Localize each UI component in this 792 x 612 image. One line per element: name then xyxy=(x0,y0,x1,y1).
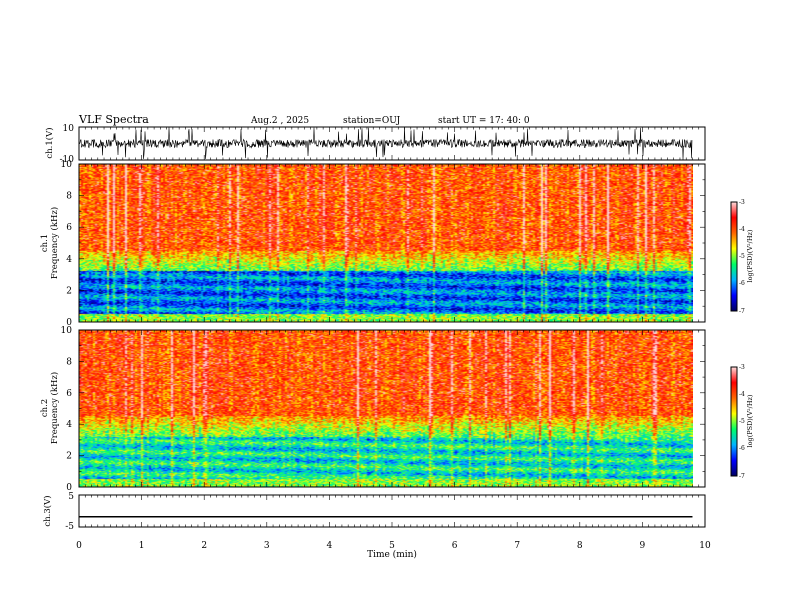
ch1-waveform-panel: 10 -10 ch.1(V) xyxy=(44,124,706,165)
ch1-spectrogram-ticks xyxy=(78,163,706,323)
ch2-colorbar-tick-m3: -3 xyxy=(739,364,745,371)
ch2-colorbar-label: log(PSD)(V²/Hz) xyxy=(746,394,754,447)
figure-title: VLF Spectra xyxy=(78,113,149,126)
ch2-colorbar: -3 -4 -5 -6 -7 log(PSD)(V²/Hz) xyxy=(730,364,754,480)
ch3-waveform-ticks xyxy=(78,495,706,527)
ch1-colorbar-tick-m7: -7 xyxy=(739,308,745,315)
time-tick-label: 4 xyxy=(327,541,333,551)
ch2-spectrogram-channel-label: ch.2 xyxy=(40,399,50,417)
frequency-tick-label: 6 xyxy=(66,389,72,399)
ch1-spectrogram-panel: 0 2 4 6 8 10 ch.1 Frequency (kHz) xyxy=(40,160,706,328)
time-tick-label: 10 xyxy=(699,541,711,551)
ch3-ytick-top: 5 xyxy=(68,492,74,502)
frequency-tick-label: 8 xyxy=(66,192,72,202)
ch3-waveform-background xyxy=(79,495,705,527)
date-label: Aug.2 , 2025 xyxy=(250,116,309,126)
ch1-waveform-ticks xyxy=(78,127,706,160)
ch2-frequency-axis-label: Frequency (kHz) xyxy=(49,372,60,444)
time-tick-label: 8 xyxy=(577,541,583,551)
ch2-frequency-ticklabels: 0 2 4 6 8 10 xyxy=(61,326,73,493)
time-tick-label: 1 xyxy=(139,541,145,551)
ch1-ytick-bottom: -10 xyxy=(60,155,75,165)
ch2-spectrogram-ticks xyxy=(78,329,706,488)
ch2-colorbar-tick-m7: -7 xyxy=(739,473,745,480)
ch1-spectrogram-image xyxy=(79,164,693,322)
time-axis-label: Time (min) xyxy=(367,549,417,560)
ch1-colorbar-tick-m6: -6 xyxy=(739,280,745,287)
ch2-spectrogram-canvas xyxy=(79,330,693,487)
ch2-colorbar-frame xyxy=(730,366,738,477)
ch1-frequency-axis-label: Frequency (kHz) xyxy=(49,207,60,279)
ch1-colorbar-tick-m5: -5 xyxy=(739,253,745,260)
frequency-tick-label: 10 xyxy=(61,326,73,336)
time-tick-label: 9 xyxy=(640,541,646,551)
ch1-waveform-ylabel: ch.1(V) xyxy=(44,127,55,158)
ch1-colorbar-tick-m3: -3 xyxy=(739,199,745,206)
ch1-ytick-top: 10 xyxy=(63,124,75,134)
frequency-tick-label: 4 xyxy=(66,255,72,265)
ch2-spectrogram-image xyxy=(79,330,693,487)
frequency-tick-label: 4 xyxy=(66,420,72,430)
ch1-waveform-trace xyxy=(78,127,693,160)
ch1-colorbar-frame xyxy=(730,201,738,312)
station-label: station=OUJ xyxy=(343,116,401,126)
time-tick-label: 7 xyxy=(514,541,520,551)
frequency-tick-label: 8 xyxy=(66,357,72,367)
time-tick-label: 0 xyxy=(76,541,82,551)
frequency-tick-label: 0 xyxy=(66,318,72,328)
frequency-tick-label: 2 xyxy=(66,286,72,296)
ch3-waveform-panel: 5 -5 ch.3(V) xyxy=(42,492,706,532)
ch1-colorbar-label: log(PSD)(V²/Hz) xyxy=(746,229,754,282)
ch3-waveform-ylabel: ch.3(V) xyxy=(42,495,53,526)
ch3-ytick-bottom: -5 xyxy=(65,522,74,532)
ch1-colorbar-tick-m4: -4 xyxy=(739,226,745,233)
ch2-spectrogram-panel: 0 2 4 6 8 10 ch.2 Frequency (kHz) xyxy=(40,326,706,493)
ch1-colorbar: -3 -4 -5 -6 -7 log(PSD)(V²/Hz) xyxy=(730,199,754,315)
frequency-tick-label: 10 xyxy=(61,160,73,170)
time-tick-label: 2 xyxy=(201,541,207,551)
time-tick-label: 5 xyxy=(389,541,395,551)
time-tick-label: 3 xyxy=(264,541,270,551)
frequency-tick-label: 2 xyxy=(66,452,72,462)
ch1-spectrogram-canvas xyxy=(79,164,693,322)
ch1-spectrogram-channel-label: ch.1 xyxy=(40,234,50,252)
ch1-frequency-ticklabels: 0 2 4 6 8 10 xyxy=(61,160,73,328)
ch2-colorbar-tick-m6: -6 xyxy=(739,445,745,452)
start-time-label: start UT = 17: 40: 0 xyxy=(438,116,530,126)
frequency-tick-label: 0 xyxy=(66,483,72,493)
ch2-colorbar-gradient xyxy=(731,367,737,476)
ch1-colorbar-gradient xyxy=(731,202,737,311)
time-axis-ticklabels: 0 1 2 3 4 5 6 7 8 9 10 xyxy=(76,541,711,551)
ch2-colorbar-tick-m5: -5 xyxy=(739,418,745,425)
frequency-tick-label: 6 xyxy=(66,223,72,233)
ch2-colorbar-tick-m4: -4 xyxy=(739,391,745,398)
time-tick-label: 6 xyxy=(452,541,458,551)
